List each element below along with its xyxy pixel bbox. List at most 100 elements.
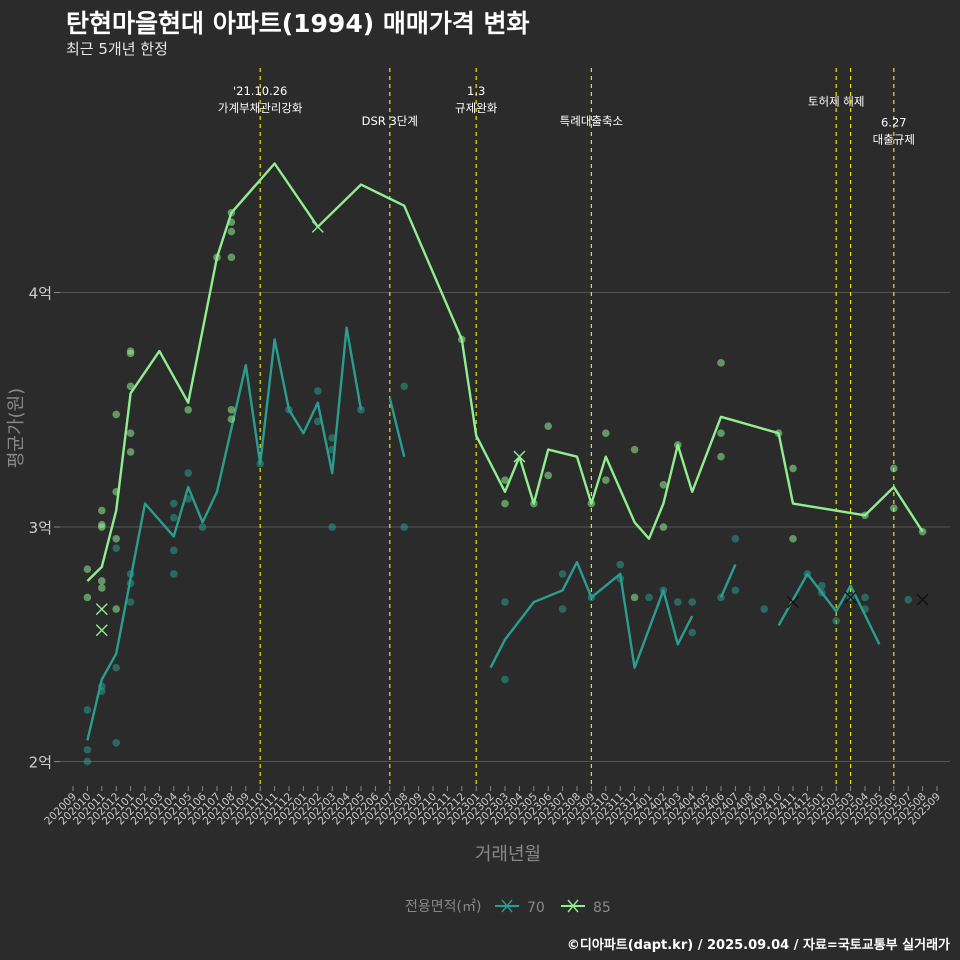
data-point — [314, 417, 322, 426]
data-point — [760, 605, 768, 613]
series-85 — [83, 162, 927, 637]
data-point — [112, 544, 120, 552]
series-line — [86, 326, 363, 741]
annotation-label: 1.3 — [467, 84, 485, 98]
data-point — [170, 513, 178, 522]
data-point — [602, 429, 610, 438]
legend-key-marker — [501, 899, 513, 913]
data-point — [314, 387, 322, 395]
data-point — [890, 464, 898, 473]
annotation-label: 6.27 — [881, 116, 907, 130]
series-line — [388, 397, 406, 457]
data-point — [861, 593, 869, 602]
chart-title: 탄현마을현대 아파트(1994) 매매가격 변화 — [66, 9, 530, 38]
data-point — [731, 534, 740, 543]
data-point — [789, 534, 797, 543]
data-point — [198, 523, 207, 531]
annotation-label: 토허제 해제 — [808, 95, 865, 109]
data-point — [170, 570, 178, 578]
data-point — [328, 434, 337, 442]
data-point — [544, 471, 552, 480]
data-point — [544, 422, 552, 430]
data-point — [630, 593, 639, 602]
data-point — [126, 347, 135, 355]
data-point — [126, 429, 135, 438]
data-point — [98, 584, 106, 592]
annotation-label: '21.10.26 — [233, 84, 287, 98]
data-point — [558, 605, 567, 613]
y-tick-label: 3억 — [29, 519, 52, 537]
data-point — [501, 499, 509, 508]
data-point — [630, 445, 639, 454]
data-point — [890, 504, 898, 513]
data-point — [558, 570, 567, 578]
data-point — [731, 586, 740, 595]
data-point — [789, 464, 797, 473]
data-point — [832, 617, 840, 625]
data-point — [717, 429, 725, 438]
legend-label: 70 — [527, 900, 545, 916]
data-point — [112, 738, 120, 747]
data-point — [818, 581, 826, 590]
data-point — [126, 598, 135, 606]
data-point — [400, 523, 409, 531]
data-point — [98, 520, 106, 529]
annotation-label: DSR 3단계 — [362, 114, 418, 128]
data-point — [717, 359, 725, 367]
series-70 — [83, 326, 929, 766]
data-point — [645, 593, 653, 602]
cancel-marker — [95, 603, 108, 616]
data-point — [688, 598, 696, 606]
data-point — [674, 598, 682, 606]
data-point — [688, 628, 696, 637]
data-point — [227, 415, 236, 423]
data-point — [83, 757, 92, 766]
data-point — [659, 523, 668, 531]
data-point — [170, 499, 178, 508]
data-point — [227, 253, 236, 262]
data-point — [328, 523, 337, 531]
data-point — [170, 546, 178, 555]
annotation-label: 가계부채관리강화 — [218, 101, 303, 115]
data-point — [112, 534, 120, 543]
data-point — [126, 382, 135, 391]
cancel-marker — [95, 624, 108, 637]
data-point — [98, 577, 106, 585]
data-point — [501, 675, 509, 684]
data-point — [126, 448, 135, 456]
data-point — [227, 405, 236, 414]
cancel-marker — [787, 596, 799, 609]
data-point — [83, 706, 92, 714]
x-axis-title: 거래년월 — [475, 844, 541, 865]
data-point — [98, 506, 106, 515]
legend: 전용면적(㎡) 70 85 — [405, 899, 611, 916]
series-line — [777, 572, 881, 645]
data-point — [602, 476, 610, 484]
y-tick-label: 4억 — [29, 284, 52, 302]
annotation-label: 특례대출축소 — [560, 114, 623, 128]
y-tick-label: 2억 — [29, 754, 52, 772]
series-line — [86, 162, 924, 582]
data-point — [400, 382, 409, 391]
legend-label: 85 — [593, 900, 611, 916]
data-point — [616, 560, 624, 569]
data-point — [83, 746, 92, 754]
y-axis-title: 평균가(원) — [6, 388, 27, 468]
cancel-marker — [311, 220, 324, 233]
data-point — [112, 410, 120, 419]
data-point — [112, 663, 120, 672]
legend-title: 전용면적(㎡) — [405, 899, 481, 915]
series-line — [489, 561, 694, 669]
legend-key-marker — [567, 899, 579, 913]
chart-subtitle: 최근 5개년 한정 — [66, 40, 168, 58]
data-point — [83, 593, 92, 602]
data-point — [501, 598, 509, 606]
data-point — [717, 452, 725, 461]
annotation-label: 대출규제 — [873, 133, 915, 147]
data-point — [83, 565, 92, 574]
data-point — [184, 469, 192, 477]
cancel-marker — [916, 593, 929, 606]
data-point — [501, 476, 509, 484]
data-point — [184, 405, 192, 414]
